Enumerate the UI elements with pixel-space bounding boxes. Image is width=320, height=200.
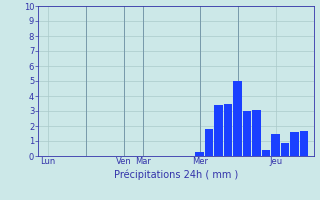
X-axis label: Précipitations 24h ( mm ): Précipitations 24h ( mm ) (114, 169, 238, 180)
Bar (262, 150, 270, 156)
Bar (196, 152, 204, 156)
Bar (205, 129, 213, 156)
Bar (214, 105, 223, 156)
Bar (233, 81, 242, 156)
Bar (243, 111, 252, 156)
Bar (281, 142, 289, 156)
Bar (224, 104, 232, 156)
Bar (300, 130, 308, 156)
Bar (290, 132, 299, 156)
Bar (271, 134, 280, 156)
Bar (252, 110, 261, 156)
